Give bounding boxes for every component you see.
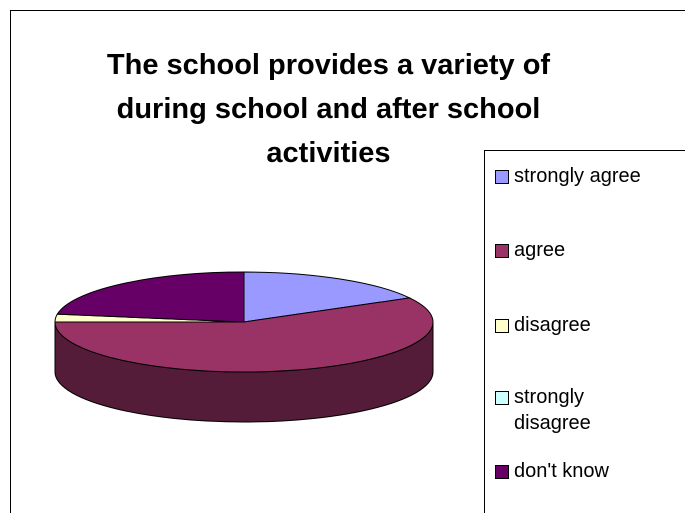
legend-item-disagree: disagree: [495, 312, 664, 338]
legend-item-strongly-disagree: strongly disagree: [495, 384, 605, 436]
chart-title-line-1: The school provides a variety of: [106, 49, 551, 81]
legend-swatch-agree: [495, 244, 509, 258]
chart-title-line-3: activities: [266, 137, 391, 169]
legend-label-agree: agree: [514, 239, 566, 261]
legend-label-strongly-disagree: strongly disagree: [514, 386, 591, 434]
legend-swatch-strongly-agree: [495, 170, 509, 184]
pie-slice-strongly-agree: [243, 271, 412, 323]
legend-label-dont-know: don't know: [514, 460, 609, 482]
legend-swatch-disagree: [495, 319, 509, 333]
legend: strongly agree agree disagree strongly d…: [484, 150, 685, 513]
pie-slice-agree: [54, 297, 434, 373]
legend-swatch-dont-know: [495, 465, 509, 479]
chart-title-line-2: during school and after school: [116, 93, 541, 125]
legend-label-disagree: disagree: [514, 314, 591, 336]
chart-title: The school provides a variety of during …: [51, 43, 606, 175]
pie-slice-don-t-know: [56, 271, 245, 323]
legend-item-strongly-agree: strongly agree: [495, 163, 664, 189]
legend-item-agree: agree: [495, 237, 664, 263]
legend-swatch-strongly-disagree: [495, 391, 509, 405]
legend-label-strongly-agree: strongly agree: [514, 165, 641, 187]
legend-item-dont-know: don't know: [495, 458, 664, 484]
pie-top: [54, 271, 434, 373]
